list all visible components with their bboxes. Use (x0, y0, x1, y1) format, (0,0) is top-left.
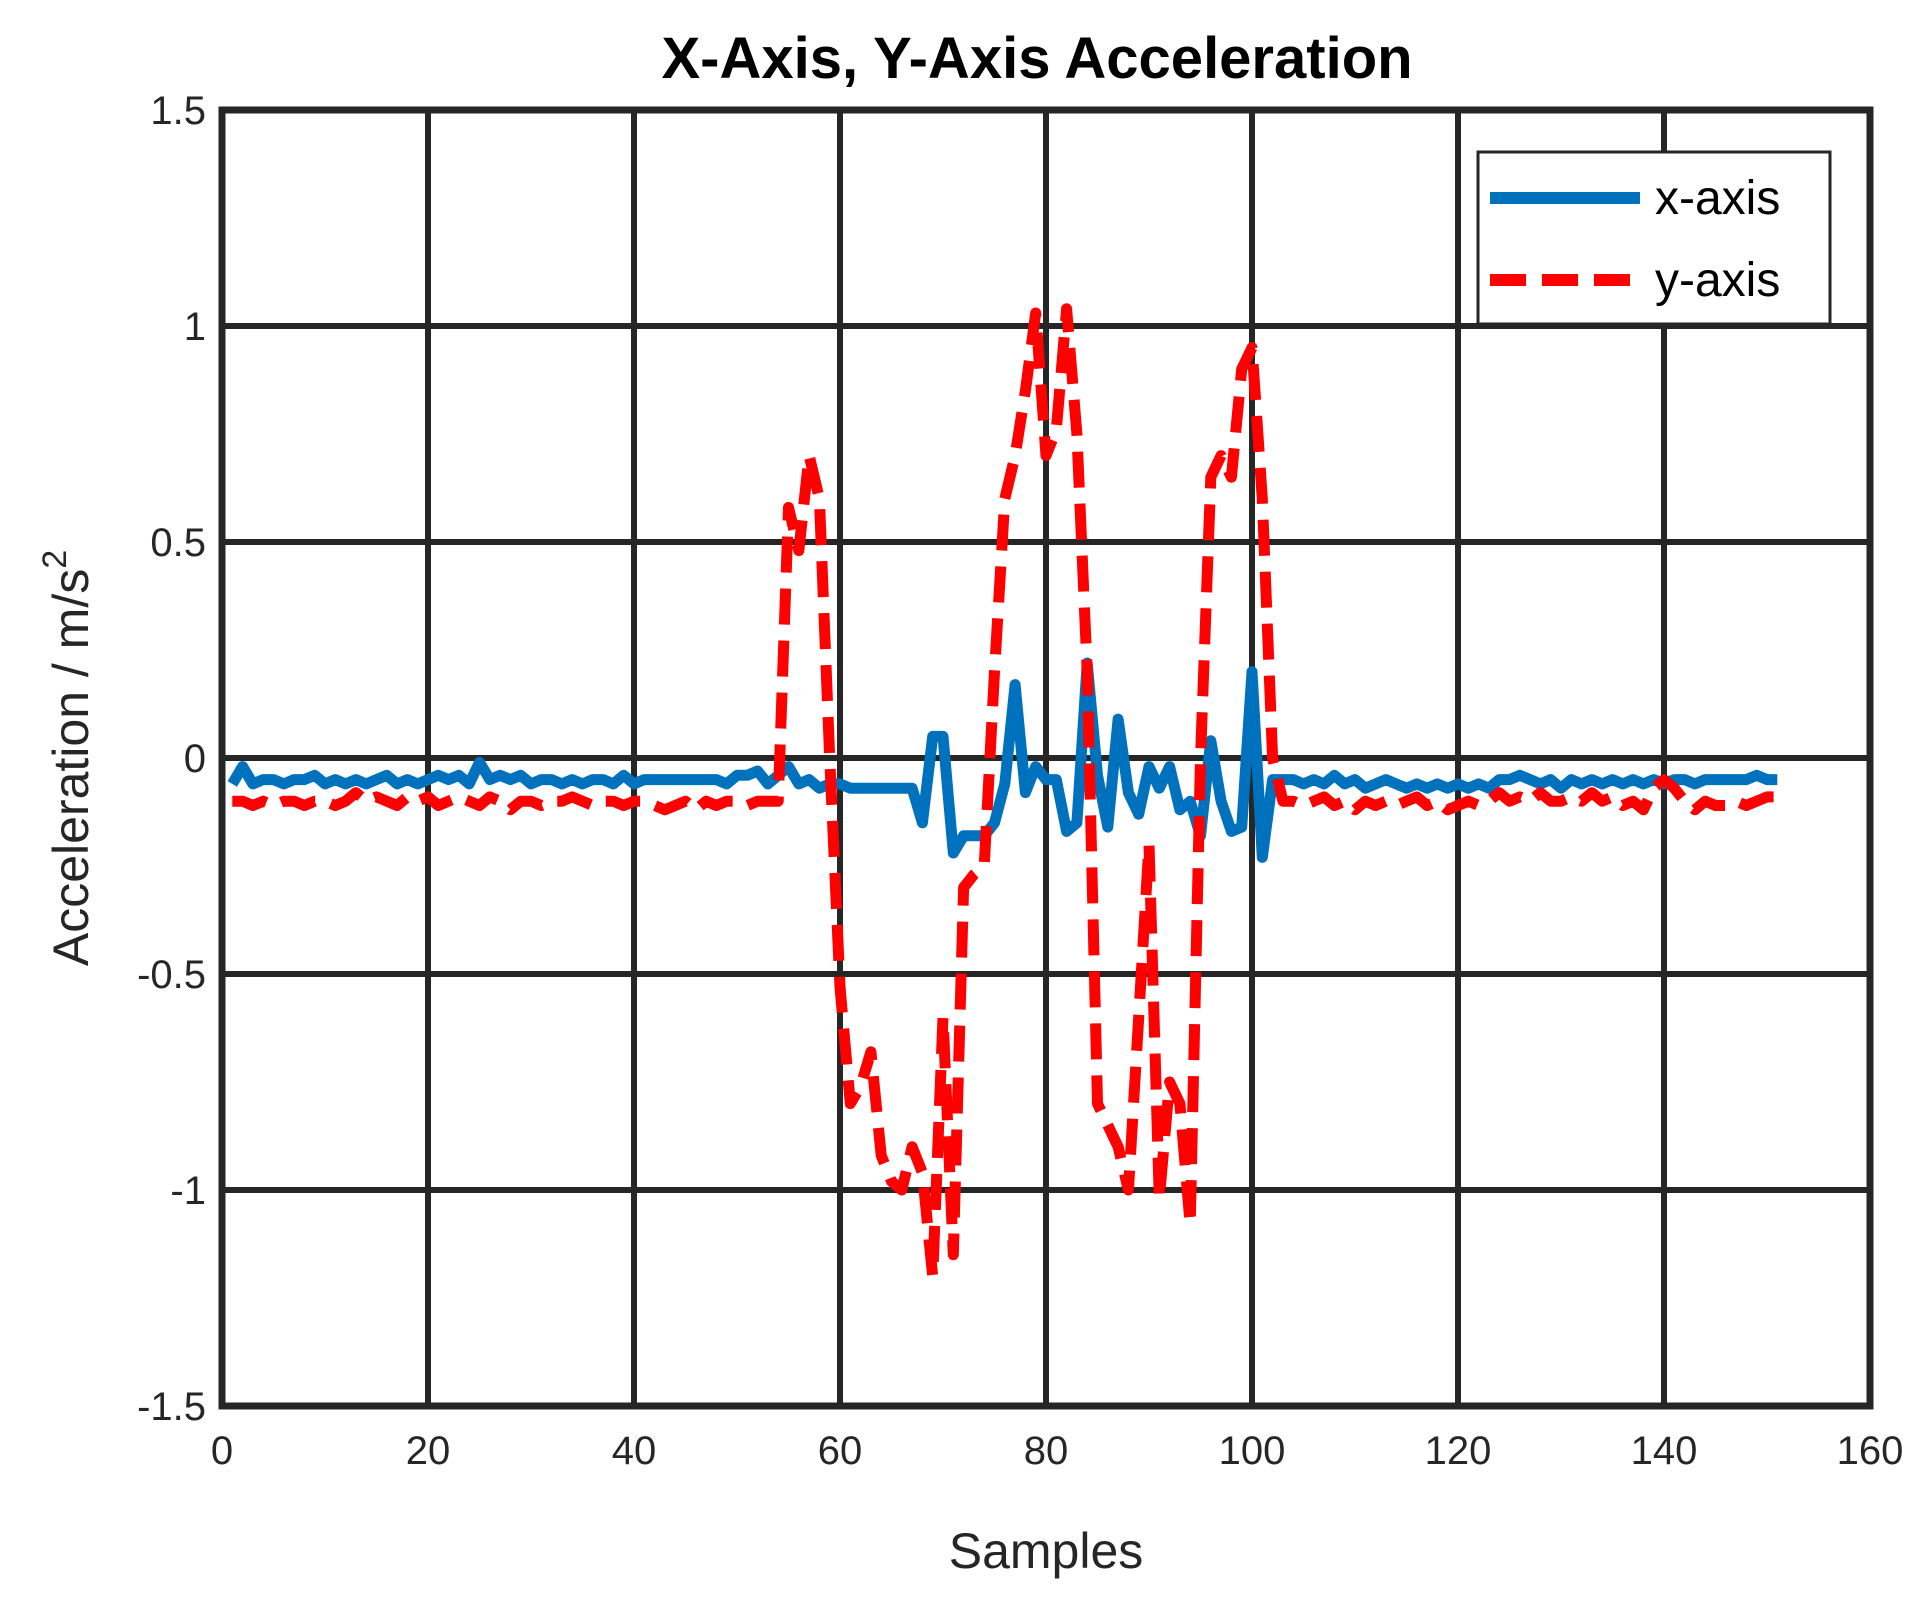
y-axis-label-text: Acceleration / m/s (43, 569, 99, 966)
x-tick-label: 140 (1631, 1429, 1698, 1473)
y-tick-label: -0.5 (137, 953, 206, 997)
x-axis-label: Samples (949, 1523, 1144, 1579)
x-tick-label: 160 (1837, 1429, 1904, 1473)
y-tick-label: 1.5 (150, 89, 206, 133)
legend: x-axis y-axis (1476, 150, 1832, 326)
y-tick-label: 1 (184, 305, 206, 349)
legend-label-x-axis: x-axis (1655, 172, 1780, 225)
y-tick-label: 0.5 (150, 521, 206, 565)
y-tick-label: 0 (184, 737, 206, 781)
x-tick-label: 60 (818, 1429, 863, 1473)
x-tick-label: 20 (406, 1429, 451, 1473)
legend-box (1476, 150, 1832, 326)
x-tick-label: 40 (612, 1429, 657, 1473)
series-layer (227, 303, 1778, 1282)
x-tick-label: 120 (1425, 1429, 1492, 1473)
x-tick-label: 0 (211, 1429, 233, 1473)
x-tick-labels: 0 20 40 60 80 100 120 140 160 (211, 1429, 1904, 1473)
plot-frame (218, 106, 1874, 1410)
y-tick-label: -1.5 (137, 1385, 206, 1429)
y-tick-label: -1 (170, 1169, 206, 1213)
y-tick-labels: -1.5 -1 -0.5 0 0.5 1 1.5 (137, 89, 206, 1429)
series-line-x-axis (227, 657, 1778, 863)
chart-title: X-Axis, Y-Axis Acceleration (661, 26, 1412, 91)
legend-label-y-axis: y-axis (1655, 254, 1780, 307)
y-axis-label-superscript: 2 (36, 550, 74, 569)
series-line-y-axis (232, 303, 1778, 1282)
x-tick-label: 100 (1219, 1429, 1286, 1473)
y-axis-label: Acceleration / m/s2 (36, 550, 99, 966)
x-tick-label: 80 (1024, 1429, 1069, 1473)
